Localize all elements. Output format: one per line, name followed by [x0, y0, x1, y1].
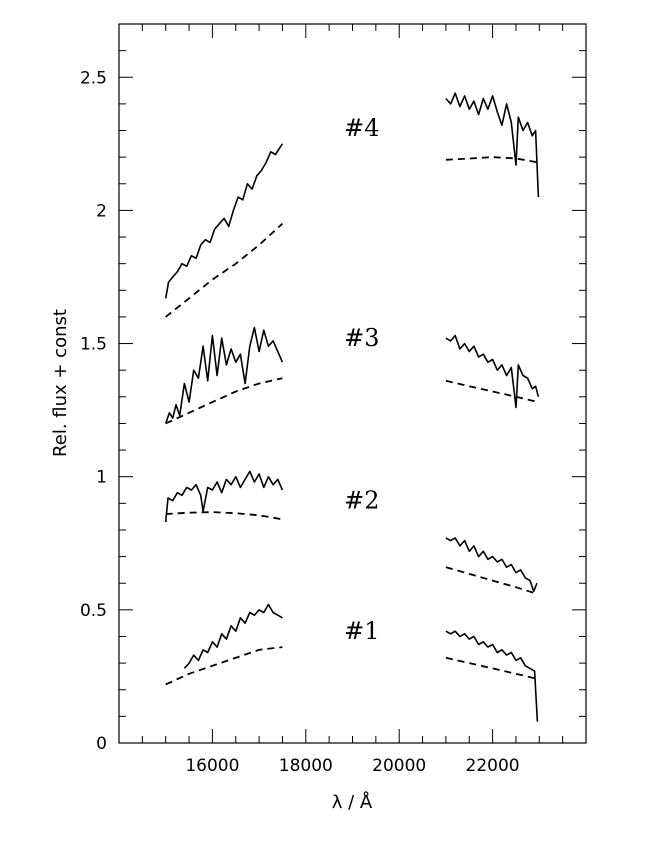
- x-axis-label: λ / Å: [332, 791, 373, 813]
- annotation-label: #3: [344, 324, 379, 352]
- spectrum-curve-0-0: [164, 143, 284, 299]
- y-tick-label: 0.5: [80, 601, 107, 621]
- model-curve-7-1: [445, 656, 539, 680]
- y-tick-label: 2: [96, 201, 107, 221]
- model-curve-5-0: [165, 511, 283, 521]
- y-tick-label: 1: [96, 468, 107, 488]
- x-tick-label: 22000: [466, 756, 520, 776]
- x-tick-label: 18000: [279, 756, 333, 776]
- x-tick-label: 16000: [185, 756, 239, 776]
- annotation-label: #2: [344, 487, 379, 515]
- y-axis-label: Rel. flux + const: [50, 309, 71, 457]
- y-tick-label: 1.5: [80, 335, 107, 355]
- annotation-label: #1: [344, 617, 379, 645]
- spectrum-curve-6-1: [445, 630, 539, 722]
- model-curve-1-1: [445, 156, 539, 164]
- model-curve-3-0: [165, 377, 283, 425]
- spectrum-curve-0-1: [445, 92, 540, 198]
- spectrum-curve-2-0: [164, 326, 284, 424]
- annotation-label: #4: [344, 114, 379, 142]
- series-group: [164, 92, 540, 722]
- spectrum-curve-4-0: [164, 470, 284, 523]
- spectrum-curve-2-1: [445, 334, 540, 409]
- model-curve-3-1: [445, 379, 539, 403]
- model-curve-5-1: [445, 566, 538, 595]
- axis-ticks: [118, 23, 587, 744]
- model-curve-1-0: [165, 223, 284, 318]
- tick-labels: 16000 18000 20000 22000 0 0.5 1 1.5 2 2.5: [80, 68, 520, 776]
- y-tick-label: 0: [96, 734, 107, 754]
- x-tick-label: 20000: [372, 756, 426, 776]
- spectrum-curve-4-1: [445, 537, 538, 592]
- annotations: #4 #3 #2 #1: [344, 114, 379, 645]
- spectrum-curve-6-0: [183, 603, 283, 669]
- model-curve-7-0: [165, 646, 283, 686]
- y-tick-label: 2.5: [80, 68, 107, 88]
